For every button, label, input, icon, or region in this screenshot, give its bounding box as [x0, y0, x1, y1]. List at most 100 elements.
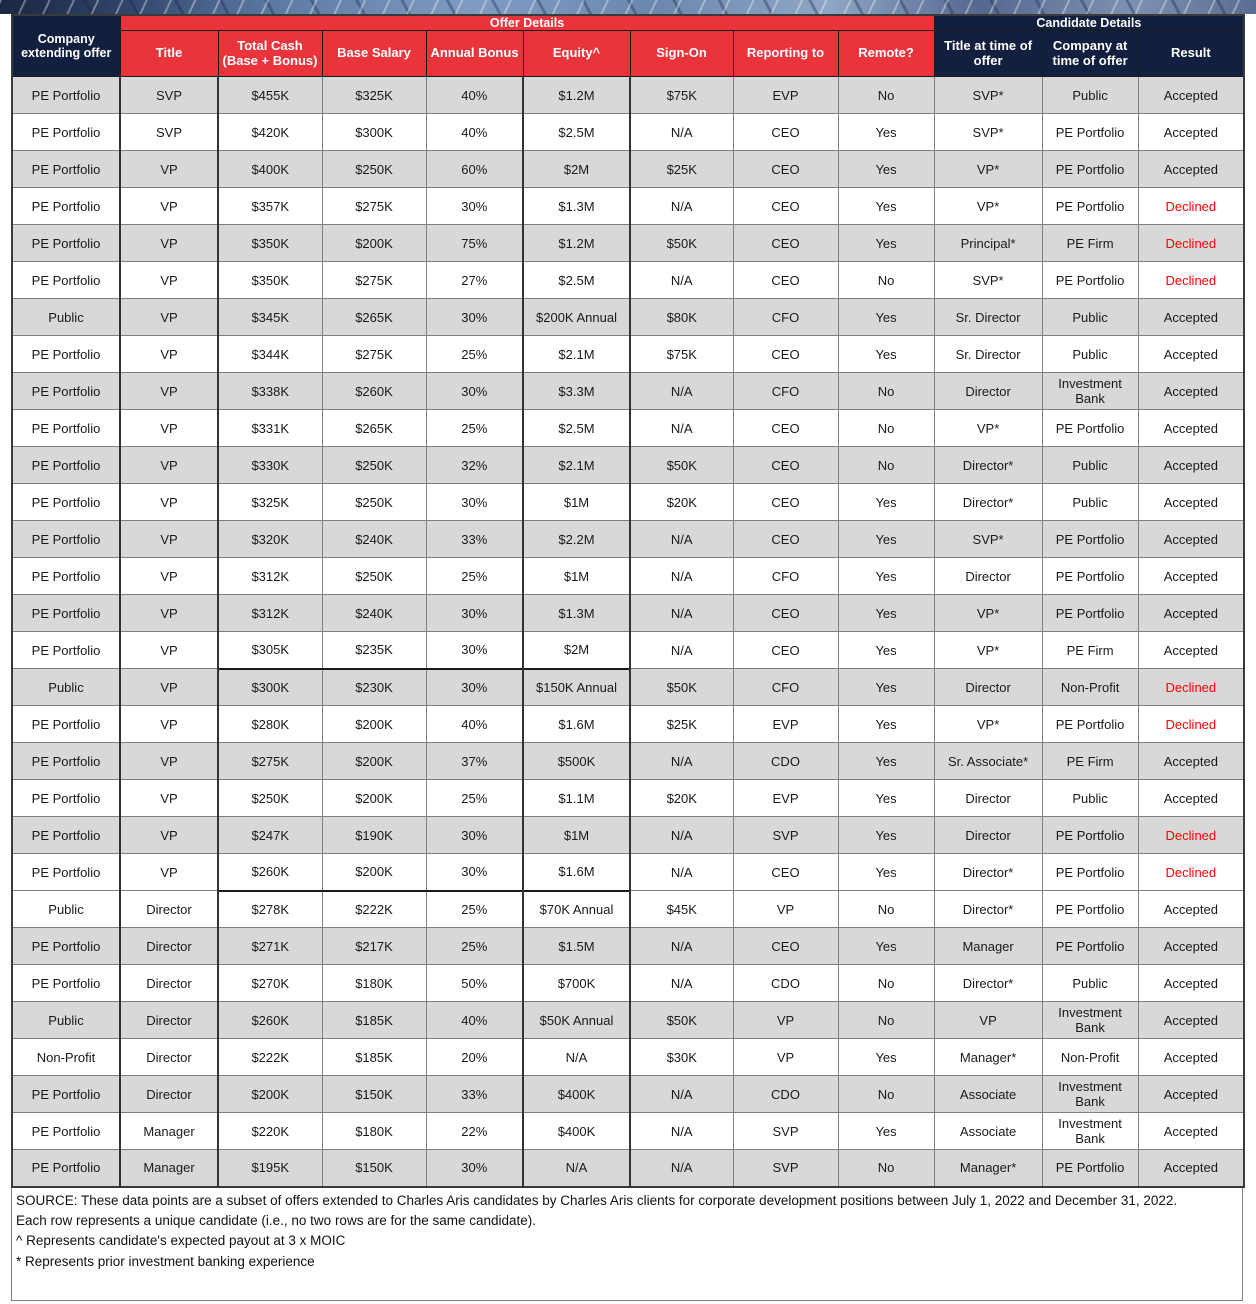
- column-header-row: Title Total Cash (Base + Bonus) Base Sal…: [12, 30, 1245, 78]
- cell-annual-bonus: 30%: [425, 1149, 524, 1188]
- cell-base-salary: $180K: [321, 964, 427, 1003]
- cell-annual-bonus: 40%: [425, 76, 524, 115]
- cell-result: Accepted: [1137, 927, 1245, 966]
- group-header-row: Company extending offer Offer Details Ca…: [11, 14, 1245, 78]
- cell-equity: $2M: [522, 150, 631, 189]
- cell-result: Declined: [1137, 261, 1245, 300]
- cell-annual-bonus: 27%: [425, 261, 524, 300]
- cell-remote: Yes: [837, 779, 935, 818]
- cell-base-salary: $185K: [321, 1038, 427, 1077]
- cell-title: VP: [119, 705, 219, 744]
- cell-base-salary: $250K: [321, 557, 427, 596]
- cell-company-at-offer: Public: [1041, 76, 1139, 115]
- table-row: PE Portfolio Director $270K $180K 50% $700K N/…: [11, 964, 1245, 1003]
- cell-company-at-offer: PE Portfolio: [1041, 890, 1139, 929]
- cell-result: Accepted: [1137, 1075, 1245, 1114]
- cell-title: VP: [119, 742, 219, 781]
- cell-result: Accepted: [1137, 113, 1245, 152]
- cell-company-at-offer: Investment Bank: [1041, 1001, 1139, 1040]
- cell-title: Director: [119, 927, 219, 966]
- cell-remote: No: [837, 1001, 935, 1040]
- cell-remote: No: [837, 1075, 935, 1114]
- table-row: PE Portfolio VP $250K $200K 25% $1.1M $20K EVP Y…: [11, 779, 1245, 818]
- cell-result: Declined: [1137, 187, 1245, 226]
- cell-title-at-offer: Associate: [933, 1075, 1043, 1114]
- cell-total-cash: $300K: [217, 667, 323, 707]
- cell-reporting-to: CEO: [732, 483, 839, 522]
- cell-title-at-offer: Sr. Associate*: [933, 742, 1043, 781]
- table-row: PE Portfolio VP $305K $235K 30% $2M N/A CEO Yes V…: [11, 631, 1245, 670]
- cell-sign-on: N/A: [629, 1075, 734, 1114]
- table-row: PE Portfolio Manager $220K $180K 22% $400K N/A…: [11, 1112, 1245, 1151]
- cell-base-salary: $240K: [321, 594, 427, 633]
- cell-reporting-to: VP: [732, 1038, 839, 1077]
- cell-base-salary: $250K: [321, 446, 427, 485]
- table-row: PE Portfolio VP $320K $240K 33% $2.2M N/A CEO Ye…: [11, 520, 1245, 559]
- cell-reporting-to: SVP: [732, 1112, 839, 1151]
- cell-title-at-offer: VP*: [933, 150, 1043, 189]
- cell-remote: Yes: [837, 298, 935, 337]
- cell-remote: Yes: [837, 187, 935, 226]
- cell-company-at-offer: PE Portfolio: [1041, 261, 1139, 300]
- cell-equity: $1.6M: [522, 705, 631, 744]
- cell-result: Accepted: [1137, 631, 1245, 670]
- cell-company: PE Portfolio: [11, 224, 121, 263]
- cell-title-at-offer: Manager*: [933, 1149, 1043, 1188]
- cell-title: VP: [119, 298, 219, 337]
- cell-title: VP: [119, 557, 219, 596]
- table-row: PE Portfolio VP $280K $200K 40% $1.6M $25K EVP Y…: [11, 705, 1245, 744]
- cell-reporting-to: EVP: [732, 705, 839, 744]
- cell-reporting-to: CDO: [732, 964, 839, 1003]
- cell-total-cash: $270K: [217, 964, 323, 1003]
- cell-title: SVP: [119, 76, 219, 115]
- cell-title: VP: [119, 261, 219, 300]
- table-row: PE Portfolio VP $357K $275K 30% $1.3M N/A CEO Ye…: [11, 187, 1245, 226]
- cell-company-at-offer: PE Portfolio: [1041, 150, 1139, 189]
- cell-annual-bonus: 25%: [425, 409, 524, 448]
- cell-title-at-offer: SVP*: [933, 261, 1043, 300]
- cell-remote: Yes: [837, 483, 935, 522]
- cell-company-at-offer: Investment Bank: [1041, 1075, 1139, 1114]
- cell-company: PE Portfolio: [11, 335, 121, 374]
- cell-total-cash: $345K: [217, 298, 323, 337]
- cell-company-at-offer: PE Portfolio: [1041, 557, 1139, 596]
- cell-equity: $1M: [522, 557, 631, 596]
- cell-equity: $200K Annual: [522, 298, 631, 337]
- cell-sign-on: N/A: [629, 557, 734, 596]
- cell-company-at-offer: Public: [1041, 335, 1139, 374]
- cell-reporting-to: CEO: [732, 409, 839, 448]
- cell-result: Declined: [1137, 224, 1245, 263]
- cell-company: PE Portfolio: [11, 409, 121, 448]
- cell-company: PE Portfolio: [11, 520, 121, 559]
- cell-title-at-offer: Director*: [933, 964, 1043, 1003]
- cell-company-at-offer: Non-Profit: [1041, 668, 1139, 707]
- cell-remote: Yes: [837, 816, 935, 855]
- cell-base-salary: $325K: [321, 76, 427, 115]
- cell-equity: $1.5M: [522, 927, 631, 966]
- cell-equity: $150K Annual: [522, 667, 631, 707]
- cell-total-cash: $338K: [217, 372, 323, 411]
- cell-sign-on: N/A: [629, 631, 734, 670]
- cell-remote: No: [837, 261, 935, 300]
- cell-base-salary: $217K: [321, 927, 427, 966]
- cell-result: Declined: [1137, 853, 1245, 892]
- cell-remote: Yes: [837, 557, 935, 596]
- cell-base-salary: $150K: [321, 1149, 427, 1188]
- cell-title-at-offer: VP*: [933, 409, 1043, 448]
- col-header-title: Title: [119, 30, 219, 78]
- table-header: Company extending offer Offer Details Ca…: [11, 14, 1245, 78]
- cell-result: Accepted: [1137, 483, 1245, 522]
- cell-base-salary: $275K: [321, 187, 427, 226]
- footnote-unique: Each row represents a unique candidate (…: [16, 1213, 537, 1229]
- cell-result: Accepted: [1137, 557, 1245, 596]
- cell-base-salary: $260K: [321, 372, 427, 411]
- cell-annual-bonus: 60%: [425, 150, 524, 189]
- cell-reporting-to: VP: [732, 1001, 839, 1040]
- cell-annual-bonus: 30%: [425, 298, 524, 337]
- cell-sign-on: $25K: [629, 705, 734, 744]
- cell-title: VP: [119, 668, 219, 707]
- cell-sign-on: N/A: [629, 113, 734, 152]
- table-row: PE Portfolio VP $275K $200K 37% $500K N/A CDO Ye…: [11, 742, 1245, 781]
- table-row: PE Portfolio VP $338K $260K 30% $3.3M N/A CFO No…: [11, 372, 1245, 411]
- cell-total-cash: $400K: [217, 150, 323, 189]
